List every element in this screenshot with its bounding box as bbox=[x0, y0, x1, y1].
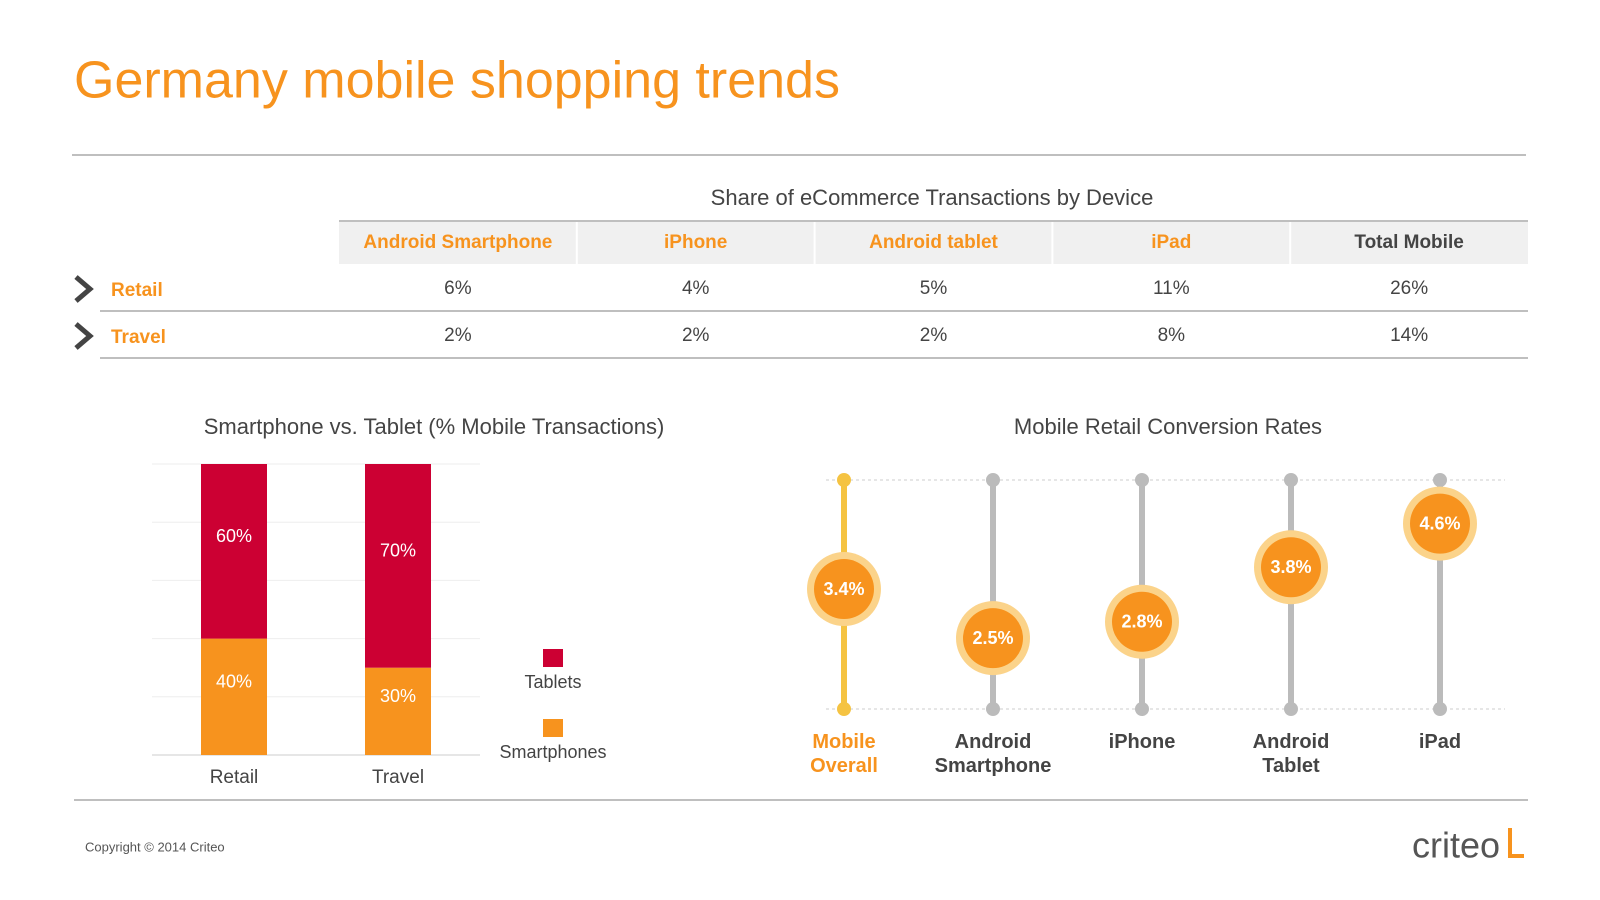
marker bbox=[814, 559, 874, 620]
value-label: 30% bbox=[380, 686, 416, 706]
x-tick-label-box: iPhone bbox=[1108, 731, 1176, 753]
x-tick-label: iPad bbox=[1418, 731, 1462, 753]
stem-end bbox=[1284, 702, 1298, 716]
stem-end bbox=[1135, 473, 1149, 487]
value-label: 3.8% bbox=[1270, 557, 1311, 577]
stem-end bbox=[837, 702, 851, 716]
x-tick-label-box: Android Smartphone bbox=[934, 731, 1052, 777]
cell: 4% bbox=[682, 278, 710, 299]
stem-end bbox=[986, 473, 1000, 487]
column-header: iPhone bbox=[664, 232, 727, 253]
cell: 8% bbox=[1158, 325, 1186, 346]
slide-title: Germany mobile shopping trends bbox=[74, 52, 840, 110]
marker bbox=[963, 608, 1023, 669]
x-tick-label-box: Mobile Overall bbox=[810, 731, 878, 777]
row-label: Retail bbox=[111, 280, 163, 301]
legend-label: Tablets bbox=[524, 672, 581, 692]
bar-segment bbox=[201, 464, 267, 639]
table-title: Share of eCommerce Transactions by Devic… bbox=[711, 185, 1154, 210]
logo-mark bbox=[1508, 828, 1524, 858]
stem-end bbox=[1135, 702, 1149, 716]
x-tick-label: Mobile Overall bbox=[810, 731, 878, 777]
x-tick-label: Retail bbox=[210, 767, 259, 788]
column-header: Total Mobile bbox=[1354, 232, 1463, 253]
cell: 26% bbox=[1390, 278, 1428, 299]
cell: 14% bbox=[1390, 325, 1428, 346]
column-header: Android tablet bbox=[869, 232, 998, 253]
bar-segment bbox=[365, 667, 431, 755]
x-tick-label-box: Android Tablet bbox=[1252, 731, 1330, 777]
cell: 6% bbox=[444, 278, 472, 299]
cell: 2% bbox=[682, 325, 710, 346]
value-label: 4.6% bbox=[1419, 513, 1460, 533]
x-tick-label: Travel bbox=[372, 767, 424, 788]
cell: 2% bbox=[444, 325, 472, 346]
bar-segment bbox=[201, 638, 267, 755]
x-tick-label: iPhone bbox=[1108, 731, 1176, 753]
chart-title: Smartphone vs. Tablet (% Mobile Transact… bbox=[204, 414, 665, 439]
x-tick-label: Android Tablet bbox=[1252, 731, 1330, 777]
copyright: Copyright © 2014 Criteo bbox=[85, 839, 225, 854]
column-header: iPad bbox=[1151, 232, 1191, 253]
marker bbox=[1410, 493, 1470, 554]
row-label: Travel bbox=[111, 327, 166, 348]
cell: 11% bbox=[1153, 278, 1190, 299]
value-label: 3.4% bbox=[823, 579, 864, 599]
cell: 5% bbox=[920, 278, 948, 299]
marker bbox=[1112, 591, 1172, 652]
chart-title: Mobile Retail Conversion Rates bbox=[1014, 414, 1322, 439]
logo: criteo bbox=[1412, 825, 1500, 866]
stem-end bbox=[837, 473, 851, 487]
cell: 2% bbox=[920, 325, 948, 346]
chevron bbox=[74, 322, 94, 350]
stem-end bbox=[1433, 702, 1447, 716]
legend-swatch bbox=[543, 649, 563, 667]
stem-end bbox=[986, 702, 1000, 716]
stem-end bbox=[1433, 473, 1447, 487]
value-label: 2.5% bbox=[972, 628, 1013, 648]
x-tick-label: Android Smartphone bbox=[934, 731, 1052, 777]
table-header-band bbox=[339, 222, 1528, 264]
legend-swatch bbox=[543, 719, 563, 737]
chevron bbox=[74, 275, 94, 303]
value-label: 40% bbox=[216, 672, 252, 692]
marker bbox=[1261, 537, 1321, 598]
value-label: 70% bbox=[380, 541, 416, 561]
value-label: 60% bbox=[216, 526, 252, 546]
legend-label: Smartphones bbox=[499, 742, 606, 762]
stem-end bbox=[1284, 473, 1298, 487]
bar-segment bbox=[365, 464, 431, 668]
value-label: 2.8% bbox=[1121, 612, 1162, 632]
x-tick-label-box: iPad bbox=[1418, 731, 1462, 753]
column-header: Android Smartphone bbox=[363, 232, 552, 253]
